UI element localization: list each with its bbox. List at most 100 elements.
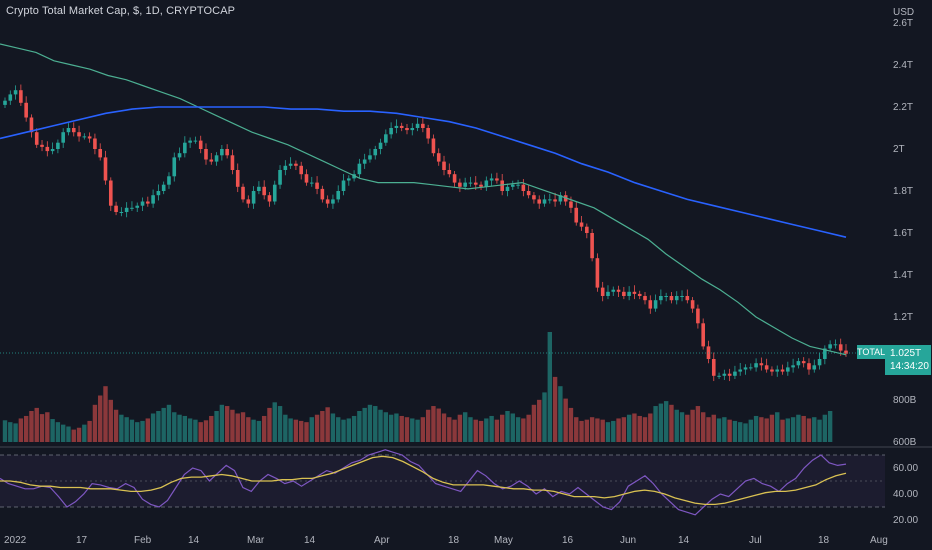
volume-bar: [542, 392, 547, 442]
candle-body: [331, 199, 335, 204]
volume-bar: [632, 413, 637, 442]
candle-body: [585, 226, 589, 233]
candle-body: [637, 293, 642, 296]
volume-bar: [616, 418, 621, 442]
y-tick-label: 600B: [893, 437, 917, 448]
volume-bar: [796, 414, 801, 442]
candle-body: [796, 361, 801, 366]
candle-body: [452, 174, 457, 183]
candle-body: [775, 369, 780, 372]
volume-bar: [172, 412, 177, 442]
candle-body: [71, 128, 76, 133]
candle-body: [431, 138, 436, 154]
x-tick-label: 16: [562, 535, 574, 546]
y-axis-ticks: 2.6T 2.4T 2.2T 2T 1.8T 1.6T 1.4T 1.2T 800B 600B: [893, 18, 917, 448]
volume-bar: [177, 414, 182, 442]
volume-bar: [103, 386, 108, 442]
volume-bar: [769, 414, 775, 442]
rsi-tick-label: 60.00: [893, 463, 918, 474]
candle-body: [569, 201, 573, 208]
candle-body: [66, 128, 71, 133]
candle-body: [743, 367, 748, 370]
rsi-ma-line: [0, 455, 847, 506]
candle-body: [177, 153, 182, 158]
volume-bar: [637, 415, 642, 442]
volume-bar: [410, 418, 415, 442]
candle-body: [611, 289, 616, 292]
candle-body: [690, 300, 695, 309]
volume-bar: [711, 414, 716, 442]
chart-title: Crypto Total Market Cap, $, 1D, CRYPTOCA…: [6, 5, 236, 17]
volume-bar: [325, 407, 330, 442]
candle-body: [140, 201, 145, 206]
volume-bar: [219, 404, 225, 442]
candle-body: [283, 165, 288, 170]
candle-body: [34, 132, 39, 145]
candle-body: [325, 199, 330, 204]
volume-bar: [790, 417, 796, 442]
candle-body: [50, 149, 55, 152]
candle-body: [399, 125, 404, 128]
candle-body: [220, 149, 224, 156]
candle-body: [479, 184, 483, 187]
candle-body: [93, 138, 97, 149]
candle-body: [780, 369, 785, 372]
x-tick-label: 2022: [4, 535, 27, 546]
candle-body: [267, 195, 272, 202]
volume-bar: [801, 415, 806, 442]
volume-bar: [214, 411, 219, 442]
volume-bar: [817, 419, 822, 442]
candle-body: [500, 180, 504, 191]
candle-body: [537, 199, 542, 204]
x-tick-label: Jul: [749, 535, 762, 546]
candle-body: [225, 149, 229, 156]
candle-body: [130, 207, 134, 209]
rsi-background-band: [0, 455, 885, 507]
y-tick-label: 2.4T: [893, 60, 913, 71]
candle-body: [674, 296, 679, 301]
volume-bar: [193, 419, 198, 442]
candle-body: [807, 363, 811, 370]
candle-body: [600, 287, 605, 296]
candle-body: [823, 348, 827, 359]
volume-bar: [92, 404, 98, 442]
candle-body: [156, 191, 161, 196]
candle-body: [108, 180, 113, 206]
candle-body: [320, 188, 325, 200]
candle-body: [833, 344, 838, 346]
rsi-tick-label: 40.00: [893, 489, 918, 500]
volume-bar: [156, 411, 161, 442]
volume-bar: [60, 424, 66, 442]
candle-body: [235, 170, 240, 187]
candle-body: [579, 222, 584, 227]
volume-bar: [685, 414, 690, 442]
candle-body: [294, 163, 298, 166]
volume-bar: [611, 420, 616, 442]
candle-body: [828, 344, 832, 349]
volume-bar: [722, 417, 727, 442]
candle-body: [204, 149, 208, 160]
candle-body: [405, 128, 409, 131]
volume-bar: [309, 417, 314, 442]
candle-body: [727, 373, 732, 376]
volume-bar: [732, 420, 738, 442]
candle-body: [574, 207, 579, 223]
volume-bar: [494, 419, 500, 442]
volume-bar: [743, 423, 748, 442]
candle-body: [272, 184, 277, 202]
volume-bar: [34, 407, 39, 442]
candle-body: [447, 170, 452, 175]
volume-bar: [626, 414, 632, 442]
volume-bar: [23, 415, 29, 442]
candle-body: [98, 149, 103, 158]
volume-bar: [764, 418, 769, 442]
candle-body: [241, 186, 245, 200]
rsi-line: [0, 449, 847, 516]
candle-body: [61, 132, 65, 143]
candle-body: [251, 191, 256, 204]
volume-bar: [187, 418, 193, 442]
candle-body: [299, 165, 304, 175]
volume-bar: [441, 413, 447, 442]
volume-bar: [489, 415, 494, 442]
